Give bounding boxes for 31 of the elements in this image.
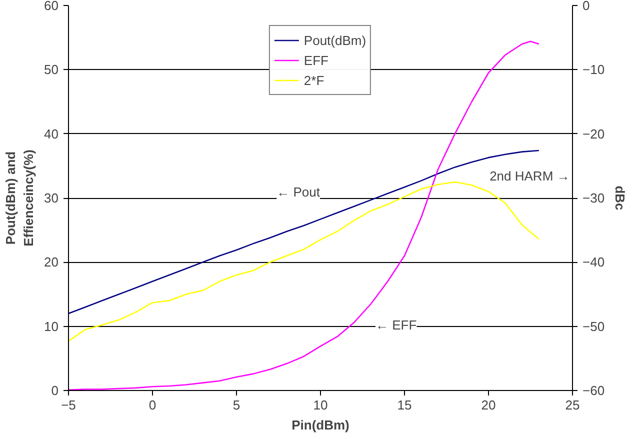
annotation: ← EFF	[376, 318, 417, 333]
x-tick-label: 20	[481, 398, 496, 412]
y-tick-label: 20	[44, 254, 59, 270]
annotation: 2nd HARM →	[490, 168, 570, 184]
y-tick-label: 60	[44, 0, 59, 13]
y2-tick-label: −60	[582, 383, 605, 398]
y2-tick-label: 0	[582, 0, 590, 13]
x-tick-label: 10	[313, 398, 328, 412]
y2-axis-title: dBc	[612, 186, 628, 210]
legend-label: 2*F	[304, 72, 324, 88]
x-axis-title: Pin(dBm)	[292, 418, 350, 432]
annotation: ← Pout	[276, 184, 320, 200]
y-tick-label: 30	[44, 190, 59, 206]
x-tick-label: 5	[232, 398, 240, 412]
legend-label: Pout(dBm)	[304, 32, 366, 48]
line-series	[68, 181, 540, 342]
y2-tick-label: −50	[582, 318, 605, 334]
legend-label: EFF	[304, 52, 328, 68]
x-tick-label: −5	[61, 398, 76, 412]
y2-tick-label: −20	[582, 126, 605, 142]
y2-tick-label: −10	[582, 62, 605, 78]
x-tick-label: 25	[565, 398, 580, 412]
y2-tick-label: −40	[582, 254, 605, 270]
y2-tick-label: −30	[582, 190, 605, 206]
y-tick-label: 40	[44, 126, 59, 142]
x-tick-label: 0	[148, 398, 156, 412]
y-tick-label: 10	[44, 318, 59, 334]
y-tick-label: 50	[44, 62, 59, 78]
y-axis-title: Pout(dBm) and Effienceincy(%)	[3, 150, 36, 246]
x-tick-label: 15	[397, 398, 412, 412]
y-tick-label: 0	[51, 383, 59, 398]
